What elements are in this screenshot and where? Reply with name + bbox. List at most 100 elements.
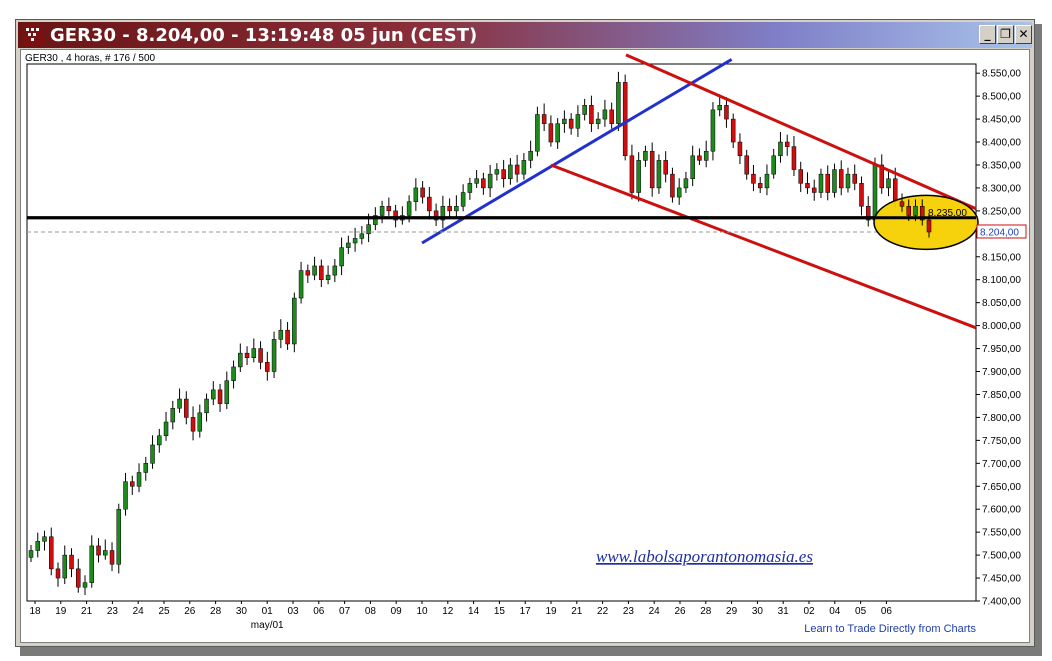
x-tick-label: 23 [107, 606, 119, 617]
candle-body [616, 82, 621, 124]
candle-body [231, 366, 236, 381]
candle-body [656, 160, 662, 189]
candle-body [811, 187, 817, 193]
x-tick-label: 12 [442, 606, 454, 617]
y-tick-label: 7.600,00 [982, 505, 1021, 516]
y-tick-label: 7.700,00 [982, 459, 1021, 470]
x-tick-label: 19 [545, 606, 557, 617]
x-tick-label: 29 [726, 606, 738, 617]
candle-body [258, 348, 263, 363]
candle-body [548, 123, 554, 143]
plot-area [26, 63, 977, 602]
x-tick-label: 17 [520, 606, 532, 617]
candle-body [879, 164, 884, 189]
y-tick-label: 7.900,00 [982, 367, 1021, 378]
x-tick-label: 04 [829, 606, 841, 617]
restore-button[interactable]: ❐ [997, 25, 1014, 44]
candle-body [676, 187, 682, 198]
blue-trendline [421, 58, 733, 245]
x-tick-label: 24 [133, 606, 145, 617]
title-bar[interactable]: GER30 - 8.204,00 - 13:19:48 05 jun (CEST… [18, 22, 1032, 48]
candle-body [724, 105, 729, 120]
x-tick-label: 14 [468, 606, 480, 617]
candle-body [919, 206, 925, 221]
candle-body [730, 118, 736, 143]
candle-body [35, 541, 41, 551]
candle-body [325, 274, 331, 280]
y-tick-label: 7.850,00 [982, 390, 1021, 401]
close-button[interactable]: ✕ [1015, 25, 1032, 44]
candle-body [163, 421, 169, 437]
candle-body [28, 550, 34, 558]
candle-body [447, 206, 452, 212]
candle-body [352, 238, 358, 244]
candle-body [359, 233, 365, 239]
candle-body [454, 206, 459, 212]
x-tick-label: 01 [262, 606, 274, 617]
price-chart[interactable]: 8.550,00 8.500,00 8.450,00 8.400,00 8.350,00… [21, 50, 1029, 642]
candle-body [278, 329, 284, 340]
y-tick-label: 7.400,00 [982, 597, 1021, 608]
candle-body [89, 545, 95, 583]
candle-body [238, 352, 243, 368]
y-tick-label: 8.550,00 [982, 69, 1021, 80]
candle-body [177, 398, 182, 409]
current-price-box [976, 224, 1027, 239]
candle-body [670, 173, 675, 198]
candle-body [109, 550, 115, 565]
x-tick-label: 26 [674, 606, 686, 617]
candle-body [852, 173, 857, 184]
candle-body [319, 265, 324, 280]
candle-body [764, 173, 770, 189]
y-tick-label: 7.800,00 [982, 413, 1021, 424]
y-tick-label: 7.550,00 [982, 528, 1021, 539]
candle-body [298, 270, 304, 299]
candle-body [845, 173, 851, 189]
candle-body [784, 141, 790, 147]
y-tick-label: 7.950,00 [982, 344, 1021, 355]
candle-body [346, 242, 351, 248]
y-tick-label: 7.450,00 [982, 574, 1021, 585]
x-tick-label: 26 [184, 606, 196, 617]
candle-body [926, 219, 932, 233]
candle-body [528, 150, 533, 161]
x-tick-label: 18 [29, 606, 41, 617]
y-tick-label: 8.250,00 [982, 206, 1021, 217]
candle-body [798, 169, 803, 184]
y-tick-label: 8.100,00 [982, 275, 1021, 286]
x-tick-label: 25 [158, 606, 170, 617]
chart-window: GER30 - 8.204,00 - 13:19:48 05 jun (CEST… [15, 19, 1035, 647]
candle-body [602, 109, 608, 120]
candle-body [717, 105, 722, 111]
candle-body [49, 536, 54, 570]
candle-body [771, 155, 776, 175]
minimize-button[interactable]: _ [979, 25, 996, 44]
y-tick-label: 8.500,00 [982, 92, 1021, 103]
candle-body [96, 545, 101, 556]
y-tick-label: 8.450,00 [982, 115, 1021, 126]
candle-body [886, 178, 891, 189]
month-label: may/01 [251, 620, 284, 631]
candle-body [481, 178, 486, 189]
candle-body [440, 206, 446, 221]
learn-to-trade-link[interactable]: Learn to Trade Directly from Charts [804, 623, 976, 635]
candle-body [406, 201, 412, 216]
x-tick-label: 15 [494, 606, 506, 617]
candle-body [116, 508, 122, 565]
candle-body [393, 210, 398, 221]
candle-body [805, 183, 810, 189]
candle-body [555, 123, 560, 143]
candle-body [217, 389, 223, 404]
candle-body [697, 155, 702, 161]
candle-body [150, 444, 155, 464]
candle-body [474, 178, 479, 184]
candle-body [568, 118, 574, 129]
candle-body [366, 224, 371, 235]
y-tick-label: 7.650,00 [982, 482, 1021, 493]
candle-body [136, 472, 142, 487]
candle-body [62, 554, 68, 579]
chart-panel[interactable]: GER30 , 4 horas, # 176 / 500 8.550,00 8.5… [20, 49, 1030, 643]
x-tick-label: 31 [778, 606, 790, 617]
candle-body [42, 536, 47, 542]
candle-body [906, 206, 911, 216]
